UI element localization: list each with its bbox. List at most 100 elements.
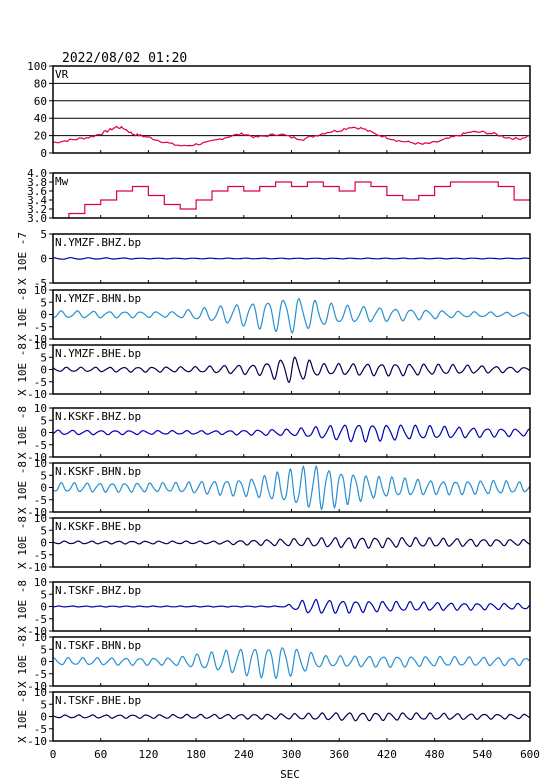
y-tick-label: -5 bbox=[34, 494, 47, 507]
series-line bbox=[53, 125, 530, 147]
waveform-line bbox=[53, 256, 530, 260]
y-tick-label: 3.8 bbox=[27, 176, 47, 189]
y-tick-label: -5 bbox=[34, 613, 47, 626]
panel-name: N.YMZF.BHZ.bp bbox=[55, 236, 141, 249]
panel-name: N.KSKF.BHZ.bp bbox=[55, 410, 141, 423]
waveform-line bbox=[53, 297, 530, 334]
panel-name: N.TSKF.BHE.bp bbox=[55, 694, 141, 707]
y-tick-label: -10 bbox=[27, 388, 47, 401]
waveform-line bbox=[53, 464, 530, 511]
x-tick-label: 120 bbox=[138, 748, 158, 761]
waveform-line bbox=[53, 712, 530, 722]
x-tick-label: 0 bbox=[50, 748, 57, 761]
waveform-line bbox=[53, 356, 530, 384]
y-tick-label: 3.4 bbox=[27, 194, 47, 207]
panel-n-ymzf-bhz-bp: -5 0 5 N.YMZF.BHZ.bp X 10E -7 bbox=[16, 228, 531, 290]
y-tick-label: 3.6 bbox=[27, 185, 47, 198]
panel-name: N.TSKF.BHN.bp bbox=[55, 639, 141, 652]
panel-name: N.KSKF.BHE.bp bbox=[55, 520, 141, 533]
y-axis-label: X 10E -8 bbox=[16, 288, 29, 341]
panel-name: VR bbox=[55, 68, 69, 81]
x-tick-label: 60 bbox=[94, 748, 107, 761]
panel-name: N.YMZF.BHE.bp bbox=[55, 347, 141, 360]
waveform-line bbox=[53, 536, 530, 549]
x-tick-label: 480 bbox=[425, 748, 445, 761]
panel-name: Mw bbox=[55, 175, 69, 188]
y-axis-label: X 10E -8 bbox=[16, 580, 29, 633]
y-tick-label: -5 bbox=[34, 549, 47, 562]
y-tick-label: 10 bbox=[34, 686, 47, 699]
y-tick-label: -5 bbox=[34, 668, 47, 681]
panel-name: N.TSKF.BHZ.bp bbox=[55, 584, 141, 597]
y-tick-label: 5 bbox=[40, 698, 47, 711]
x-tick-label: 300 bbox=[282, 748, 302, 761]
y-tick-label: 10 bbox=[34, 512, 47, 525]
x-tick-label: 600 bbox=[520, 748, 540, 761]
x-tick-label: 180 bbox=[186, 748, 206, 761]
y-tick-label: -10 bbox=[27, 735, 47, 748]
y-tick-label: -10 bbox=[27, 333, 47, 346]
y-tick-label: 3.0 bbox=[27, 212, 47, 225]
y-tick-label: 0 bbox=[40, 427, 47, 440]
y-axis-label: X 10E -8 bbox=[16, 406, 29, 459]
y-tick-label: 5 bbox=[40, 524, 47, 537]
y-tick-label: 0 bbox=[40, 482, 47, 495]
y-tick-label: 40 bbox=[34, 112, 47, 125]
y-tick-label: 0 bbox=[40, 537, 47, 550]
y-axis-label: X 10E -8 bbox=[16, 690, 29, 743]
y-tick-label: -5 bbox=[34, 376, 47, 389]
y-tick-label: 10 bbox=[34, 631, 47, 644]
y-tick-label: 0 bbox=[40, 656, 47, 669]
y-tick-label: 0 bbox=[40, 253, 47, 266]
y-tick-label: -5 bbox=[34, 277, 47, 290]
y-tick-label: -5 bbox=[34, 321, 47, 334]
x-tick-label: 540 bbox=[472, 748, 492, 761]
y-tick-label: 5 bbox=[40, 588, 47, 601]
y-tick-label: 20 bbox=[34, 130, 47, 143]
y-tick-label: 5 bbox=[40, 228, 47, 241]
y-tick-label: 0 bbox=[40, 711, 47, 724]
y-tick-label: 10 bbox=[34, 284, 47, 297]
y-tick-label: 10 bbox=[34, 576, 47, 589]
x-tick-label: 420 bbox=[377, 748, 397, 761]
series-line bbox=[53, 181, 530, 218]
y-tick-label: 5 bbox=[40, 296, 47, 309]
waveform-line bbox=[53, 598, 530, 614]
y-tick-label: 4.0 bbox=[27, 167, 47, 180]
y-tick-label: 10 bbox=[34, 339, 47, 352]
y-tick-label: -5 bbox=[34, 723, 47, 736]
y-axis-label: X 10E -8 bbox=[16, 516, 29, 569]
y-axis-label: X 10E -8 bbox=[16, 343, 29, 396]
datetime-label: 2022/08/02 01:20 bbox=[62, 51, 187, 66]
y-axis-label: X 10E -8 bbox=[16, 461, 29, 514]
x-tick-label: 240 bbox=[234, 748, 254, 761]
y-tick-label: -5 bbox=[34, 439, 47, 452]
x-axis: 0 60 120 180 240 300 360 420 480 540 600 bbox=[50, 748, 540, 761]
panel-name: N.YMZF.BHN.bp bbox=[55, 292, 141, 305]
y-tick-label: -10 bbox=[27, 506, 47, 519]
y-axis-label: X 10E -7 bbox=[16, 232, 29, 285]
y-tick-label: 0 bbox=[40, 601, 47, 614]
x-tick-label: 360 bbox=[329, 748, 349, 761]
y-tick-label: 80 bbox=[34, 77, 47, 90]
y-tick-label: 0 bbox=[40, 147, 47, 160]
y-tick-label: 10 bbox=[34, 457, 47, 470]
y-tick-label: 5 bbox=[40, 414, 47, 427]
y-tick-label: 3.2 bbox=[27, 203, 47, 216]
y-tick-label: -10 bbox=[27, 561, 47, 574]
y-tick-label: 0 bbox=[40, 364, 47, 377]
panel-vr: 0 20 40 60 80 100 VR bbox=[27, 60, 531, 160]
panels: 020406080100VR3.03.23.43.63.84.0Mw-505N.… bbox=[16, 60, 531, 748]
y-tick-label: -10 bbox=[27, 625, 47, 638]
waveform-line bbox=[53, 647, 530, 679]
y-tick-label: 5 bbox=[40, 643, 47, 656]
